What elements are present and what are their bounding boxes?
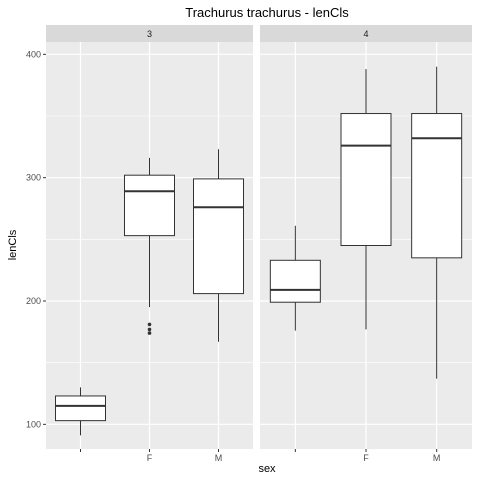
y-tick-label: 100 (26, 419, 41, 429)
outlier-point (147, 327, 152, 332)
facet-panel-3: 3 F M (46, 25, 253, 463)
facet-strip (46, 25, 253, 42)
chart-title: Trachurus trachurus - lenCls (185, 5, 349, 20)
outlier-point (147, 322, 152, 327)
box-4-F (340, 69, 392, 330)
facet-strip (260, 25, 472, 42)
y-tick-label: 300 (26, 173, 41, 183)
box-iqr (411, 113, 463, 259)
facet-panels: 3 F M 4 F M (46, 25, 472, 463)
box-iqr (340, 113, 392, 246)
x-tick-label: M (433, 453, 441, 463)
box-4-M (411, 66, 463, 379)
box-iqr (55, 395, 106, 422)
box-iqr (193, 178, 244, 295)
box-3-blank (55, 387, 106, 436)
x-tick-label: F (363, 453, 369, 463)
box-3-F (124, 157, 175, 335)
box-4-blank (269, 225, 321, 331)
x-axis-title: sex (258, 463, 276, 475)
facet-panel-4: 4 F M (260, 25, 472, 463)
box-3-M (193, 149, 244, 342)
y-axis: 100 200 300 400 (26, 49, 46, 429)
box-iqr (124, 174, 175, 237)
x-tick-label: M (215, 453, 223, 463)
facet-strip-label: 3 (147, 29, 152, 39)
y-axis-title: lenCls (7, 229, 19, 260)
y-tick-label: 200 (26, 296, 41, 306)
box-iqr (269, 259, 321, 303)
x-tick-label: F (147, 453, 153, 463)
facet-strip-label: 4 (363, 29, 368, 39)
y-tick-label: 400 (26, 49, 41, 59)
outlier-point (147, 331, 152, 335)
